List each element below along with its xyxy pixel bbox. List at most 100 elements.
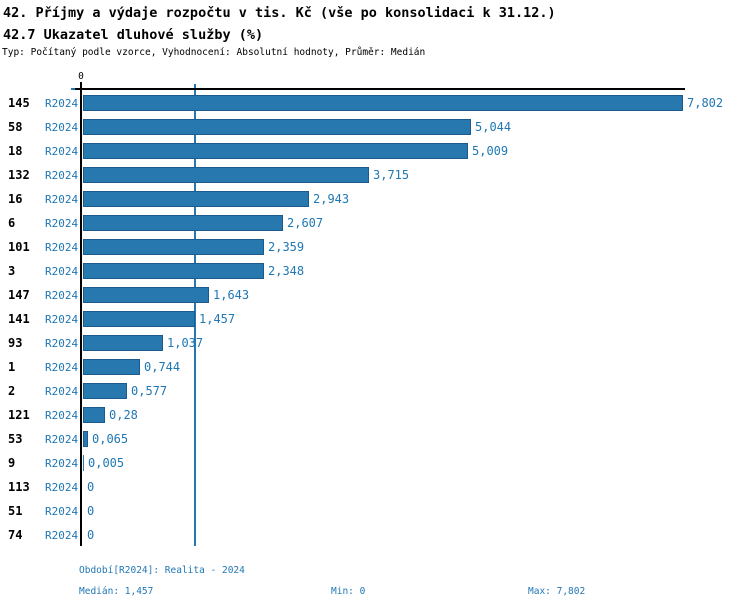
bar-row: 101 R2024 2,359 [0,239,750,255]
row-category-label: 6 [8,216,16,230]
bar-value-label: 2,943 [313,192,350,206]
bar-row: 113 R2024 0 [0,479,750,495]
bar-value-label: 0,005 [88,456,125,470]
row-category-label: 2 [8,384,16,398]
row-category-label: 58 [8,120,23,134]
row-category-label: 93 [8,336,23,350]
row-category-label: 3 [8,264,16,278]
value-bar [83,143,468,159]
bar-value-label: 1,457 [199,312,236,326]
row-category-label: 51 [8,504,23,518]
row-series-label: R2024 [45,97,79,110]
bar-value-label: 3,715 [373,168,410,182]
bar-value-label: 5,044 [475,120,512,134]
x-axis-left-blue-dash [71,88,75,90]
value-bar [83,95,683,111]
row-category-label: 141 [8,312,30,326]
chart-title-line1: 42. Příjmy a výdaje rozpočtu v tis. Kč (… [3,5,556,21]
bar-value-label: 1,643 [213,288,250,302]
bar-value-label: 0,065 [92,432,129,446]
value-bar [83,407,105,423]
footer-median-label: Medián: 1,457 [79,586,154,597]
value-bar [83,431,88,447]
bar-row: 132 R2024 3,715 [0,167,750,183]
bar-value-label: 0,577 [131,384,168,398]
row-series-label: R2024 [45,121,79,134]
bar-value-label: 5,009 [472,144,509,158]
value-bar [83,455,84,471]
row-series-label: R2024 [45,289,79,302]
row-series-label: R2024 [45,337,79,350]
bar-row: 2 R2024 0,577 [0,383,750,399]
bar-value-label: 0 [87,528,95,542]
bar-row: 147 R2024 1,643 [0,287,750,303]
value-bar [83,383,127,399]
row-series-label: R2024 [45,241,79,254]
chart-subtitle: Typ: Počítaný podle vzorce, Vyhodnocení:… [2,47,426,58]
value-bar [83,335,163,351]
row-category-label: 9 [8,456,16,470]
chart-title-line2: 42.7 Ukazatel dluhové služby (%) [3,27,264,43]
value-bar [83,263,264,279]
row-series-label: R2024 [45,481,79,494]
row-category-label: 1 [8,360,16,374]
row-series-label: R2024 [45,529,79,542]
row-category-label: 18 [8,144,23,158]
row-series-label: R2024 [45,169,79,182]
row-series-label: R2024 [45,433,79,446]
bar-value-label: 0 [87,504,95,518]
row-series-label: R2024 [45,361,79,374]
value-bar [83,311,195,327]
bar-row: 141 R2024 1,457 [0,311,750,327]
value-bar [83,215,283,231]
footer-period-label: Období[R2024]: Realita - 2024 [79,565,245,576]
row-category-label: 74 [8,528,23,542]
bar-row: 1 R2024 0,744 [0,359,750,375]
value-bar [83,239,264,255]
x-axis-line [75,88,685,90]
row-series-label: R2024 [45,265,79,278]
value-bar [83,191,309,207]
bar-row: 58 R2024 5,044 [0,119,750,135]
row-category-label: 132 [8,168,30,182]
bar-row: 51 R2024 0 [0,503,750,519]
bar-row: 9 R2024 0,005 [0,455,750,471]
row-category-label: 113 [8,480,30,494]
row-category-label: 16 [8,192,23,206]
bar-row: 16 R2024 2,943 [0,191,750,207]
y-axis-line [80,82,82,546]
value-bar [83,167,369,183]
bar-value-label: 2,607 [287,216,324,230]
row-category-label: 147 [8,288,30,302]
bar-row: 145 R2024 7,802 [0,95,750,111]
row-series-label: R2024 [45,217,79,230]
bar-value-label: 0 [87,480,95,494]
bar-row: 18 R2024 5,009 [0,143,750,159]
row-series-label: R2024 [45,457,79,470]
bar-value-label: 2,359 [268,240,305,254]
bar-row: 74 R2024 0 [0,527,750,543]
value-bar [83,359,140,375]
row-series-label: R2024 [45,193,79,206]
row-category-label: 145 [8,96,30,110]
value-bar [83,119,471,135]
bar-value-label: 7,802 [687,96,724,110]
bar-row: 3 R2024 2,348 [0,263,750,279]
bar-row: 6 R2024 2,607 [0,215,750,231]
value-bar [83,287,209,303]
row-series-label: R2024 [45,505,79,518]
bar-value-label: 1,037 [167,336,204,350]
row-category-label: 121 [8,408,30,422]
median-gridline [194,84,196,546]
row-series-label: R2024 [45,409,79,422]
row-category-label: 101 [8,240,30,254]
footer-min-label: Min: 0 [331,586,366,597]
row-category-label: 53 [8,432,23,446]
bar-value-label: 2,348 [268,264,305,278]
bar-row: 121 R2024 0,28 [0,407,750,423]
footer-max-label: Max: 7,802 [528,586,586,597]
x-axis-zero-tick-label: 0 [78,71,84,82]
bar-row: 93 R2024 1,037 [0,335,750,351]
row-series-label: R2024 [45,313,79,326]
